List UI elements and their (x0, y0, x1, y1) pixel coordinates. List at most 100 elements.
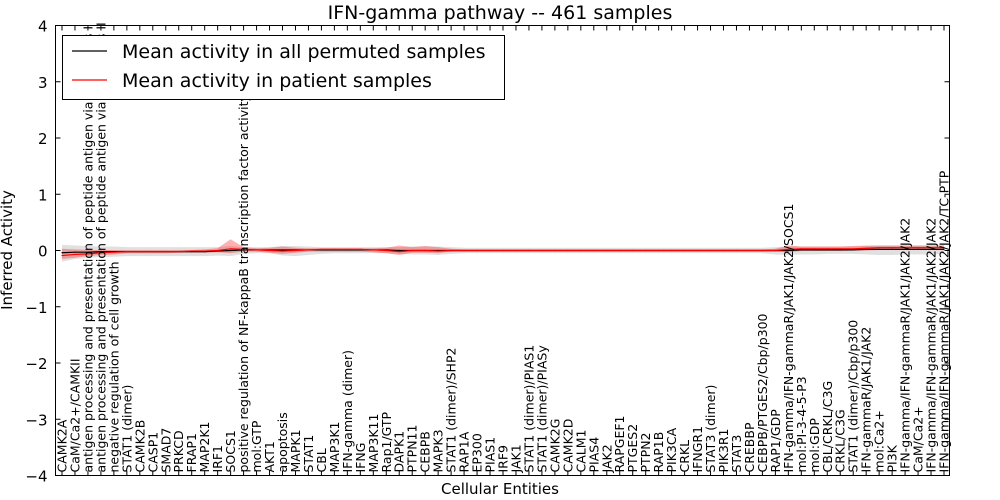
x-tick-label: EP300 (470, 433, 485, 472)
x-tick-label: antigen processing and presentation of p… (80, 26, 95, 473)
point-permuted (100, 251, 102, 253)
point-patient (878, 247, 880, 249)
x-tick-label: IFN-gamma (dimer) (340, 350, 355, 473)
point-patient (800, 248, 802, 250)
x-tick-label: CAMK2G (547, 419, 562, 473)
y-tick-label: −3 (25, 411, 47, 429)
point-patient (813, 248, 815, 250)
point-permuted (943, 248, 945, 250)
x-tick-label: IFN-gammaR/JAK1/JAK2 (859, 327, 874, 473)
point-patient (671, 249, 673, 252)
y-tick-label: 3 (38, 74, 48, 92)
x-tick-label: PIAS1 (483, 437, 498, 473)
point-patient (243, 248, 245, 250)
point-patient (917, 247, 919, 249)
point-patient (645, 249, 647, 252)
x-tick-label: CEBPB (418, 431, 433, 472)
point-permuted (87, 251, 89, 253)
point-patient (320, 248, 322, 250)
legend-label-permuted: Mean activity in all permuted samples (122, 41, 485, 63)
point-permuted (839, 249, 841, 251)
point-patient (100, 252, 102, 254)
point-patient (178, 251, 180, 253)
y-tick-label: −4 (25, 468, 47, 486)
x-tick-label: STAT1 (dimer)/Cbp/p300 (846, 320, 861, 473)
point-patient (839, 248, 841, 250)
x-tick-label: apoptosis (275, 412, 290, 472)
x-tick-label: mol:Ca2+ (872, 410, 887, 472)
x-tick-label: RAP1B (651, 432, 666, 473)
x-tick-label: MAPK1 (288, 429, 303, 472)
point-patient (230, 248, 232, 250)
point-permuted (230, 249, 232, 252)
x-tick-label: STAT1 (dimer)/PIASy (534, 345, 549, 473)
point-patient (515, 249, 517, 252)
point-patient (930, 247, 932, 249)
x-tick-label: CASP1 (145, 432, 160, 473)
point-patient (904, 247, 906, 249)
x-tick-label: CBL (314, 448, 329, 472)
point-permuted (878, 248, 880, 250)
point-patient (697, 249, 699, 252)
y-tick-label: 0 (38, 243, 48, 261)
x-tick-label: CAMK2A (55, 419, 70, 472)
point-permuted (904, 248, 906, 250)
x-tick-label: JAK1 (509, 444, 524, 473)
point-patient (139, 251, 141, 253)
point-patient (658, 249, 660, 252)
point-patient (165, 251, 167, 253)
point-permuted (813, 249, 815, 251)
point-patient (684, 249, 686, 252)
point-patient (489, 249, 491, 252)
point-patient (359, 248, 361, 250)
point-patient (256, 249, 258, 251)
point-patient (204, 250, 206, 252)
point-patient (61, 254, 63, 257)
x-tick-label: PRKCD (171, 430, 186, 472)
x-tick-label: IFN-gamma/IFN-gammaR/JAK1/JAK2/SOCS1 (781, 204, 796, 473)
point-patient (333, 248, 335, 250)
x-tick-label: CREBBP (742, 422, 757, 472)
point-patient (437, 250, 439, 252)
x-tick-label: JAK2 (599, 444, 614, 473)
point-patient (554, 249, 556, 252)
x-tick-label: MAP3K11 (366, 414, 381, 473)
point-patient (748, 249, 751, 252)
point-patient (580, 249, 582, 252)
x-tick-label: negative regulation of cell growth (106, 261, 121, 472)
x-tick-label: PTGES2 (625, 424, 640, 473)
x-tick-label: CaM/Ca2+/CAMKII (68, 358, 83, 472)
point-patient (774, 249, 777, 252)
x-tick-label: STAT3 (729, 435, 744, 473)
point-patient (126, 251, 128, 253)
x-tick-label: CALM1 (573, 430, 588, 473)
x-tick-label: CAMK2B (132, 420, 147, 473)
point-patient (593, 249, 595, 252)
point-patient (152, 251, 154, 253)
point-patient (567, 249, 569, 252)
band-permuted (62, 244, 944, 262)
x-tick-label: RAP1A (457, 431, 472, 472)
x-tick-label: PTPN11 (405, 425, 420, 473)
x-tick-label: IFN-gamma/IFN-gammaR/JAK1/JAK2/JAK2/TC-P… (937, 170, 952, 472)
x-tick-label: mol:GDP (807, 418, 822, 473)
point-patient (826, 248, 828, 250)
x-tick-label: PTPN2 (638, 432, 653, 472)
point-patient (528, 249, 530, 252)
point-permuted (891, 248, 893, 250)
point-patient (541, 249, 543, 252)
x-tick-label: CRKL/C3G (833, 409, 848, 472)
x-tick-label: antigen processing and presentation of p… (93, 22, 108, 472)
x-tick-label: CEBPB/PTGES2/Cbp/p300 (755, 313, 770, 472)
point-permuted (398, 249, 400, 252)
x-tick-label: PIK3R1 (716, 428, 731, 472)
y-tick-label: −2 (25, 355, 47, 373)
point-patient (865, 247, 867, 249)
point-patient (852, 248, 854, 250)
point-patient (217, 249, 219, 252)
point-patient (281, 250, 284, 252)
point-permuted (826, 249, 828, 251)
x-tick-label: IRF1 (210, 445, 225, 473)
y-axis-label: Inferred Activity (0, 190, 16, 310)
